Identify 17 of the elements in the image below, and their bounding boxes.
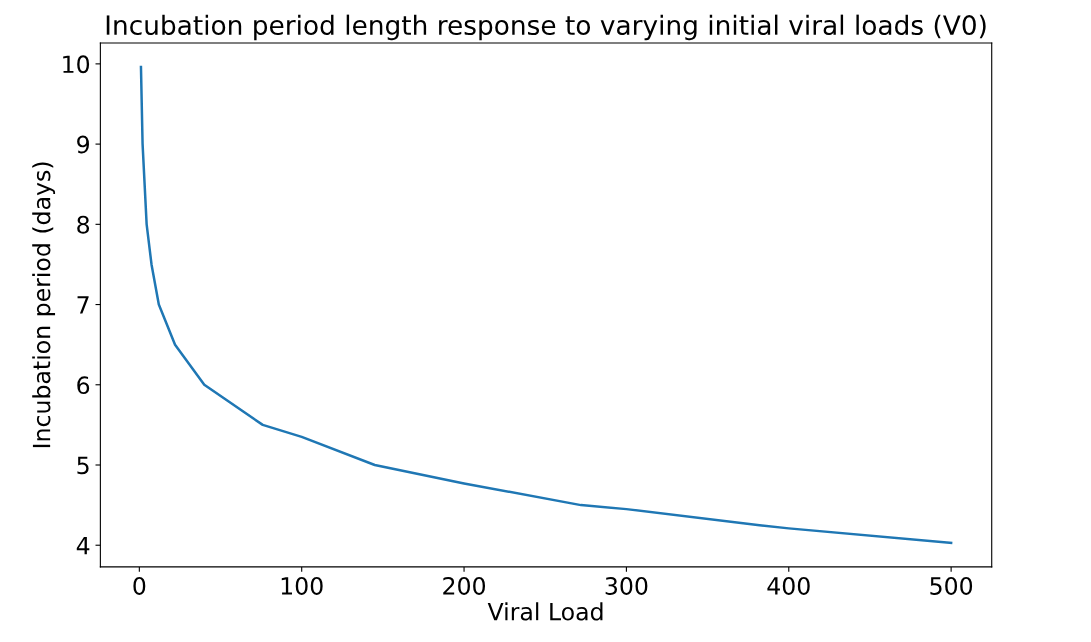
x-tick-label: 0 (133, 577, 146, 595)
y-tick-label: 10 (63, 55, 90, 74)
x-tick-label: 500 (930, 577, 973, 595)
chart-title: Incubation period length response to varying initial viral loads (V0) (106, 14, 986, 41)
x-tick-label: 400 (767, 577, 810, 595)
y-tick-label: 5 (77, 456, 89, 475)
x-axis-title: Viral Load (487, 602, 603, 621)
x-tick-label: 300 (605, 577, 648, 595)
y-tick-label: 8 (77, 215, 90, 234)
y-tick-label: 7 (77, 296, 89, 314)
x-tick-label: 200 (443, 577, 486, 595)
y-tick-label: 9 (77, 135, 89, 154)
x-tick-label: 100 (281, 577, 323, 595)
y-axis-title: Incubation period (days) (32, 162, 56, 448)
y-tick-label: 6 (77, 376, 90, 395)
y-tick-label: 4 (76, 536, 90, 555)
line-series (139, 65, 953, 545)
